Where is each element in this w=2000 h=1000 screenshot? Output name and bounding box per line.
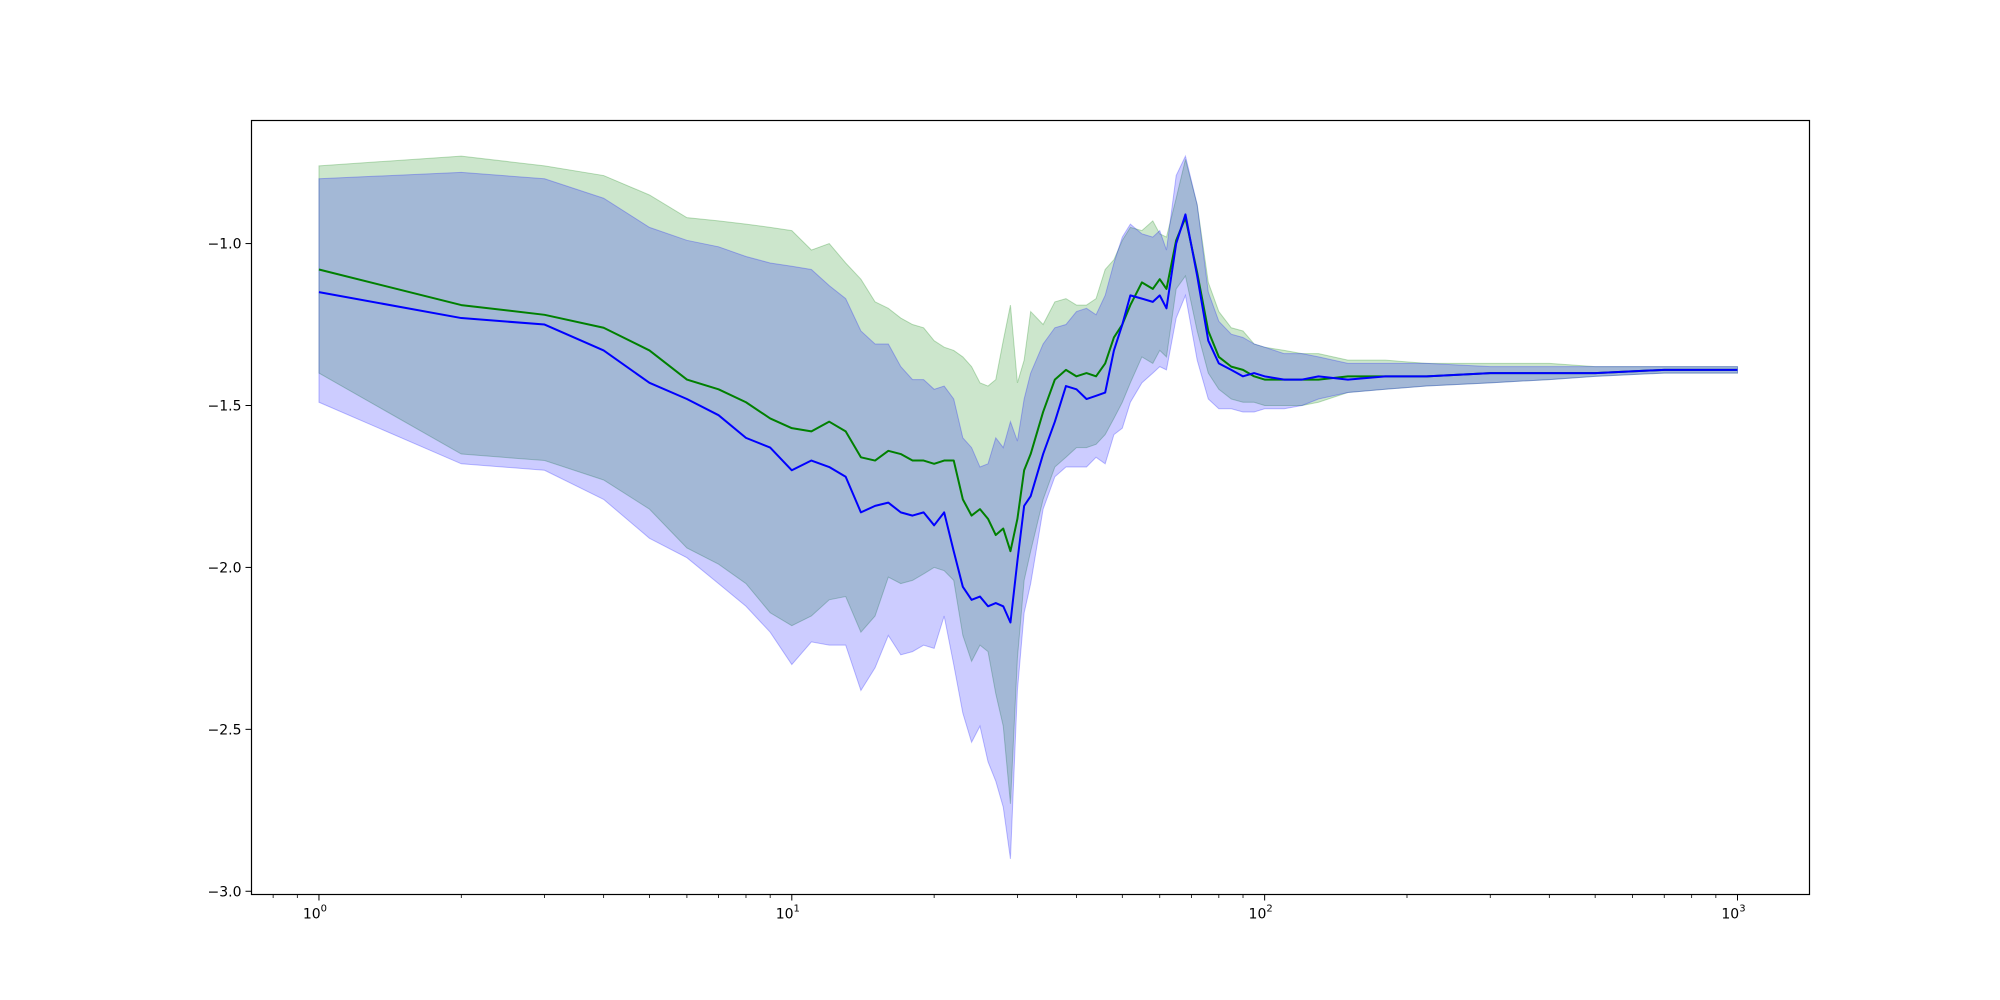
series-line-2 — [318, 213, 1738, 624]
confidence-band-1 — [318, 155, 1738, 804]
y-tick-label: −1.0 — [208, 237, 242, 253]
y-tick-label: −2.5 — [208, 722, 242, 738]
confidence-bands — [318, 154, 1738, 859]
y-tick-label: −1.5 — [208, 398, 242, 414]
y-tick-label: −3.0 — [208, 884, 242, 900]
x-tick-label: 101 — [776, 904, 800, 923]
plot-frame — [250, 119, 1811, 896]
confidence-band-2 — [318, 154, 1738, 859]
x-tick-label: 102 — [1249, 904, 1273, 923]
y-axis: −1.0 −1.5 −2.0 −2.5 −3.0 — [208, 237, 252, 900]
y-tick-label: −2.0 — [208, 560, 242, 576]
x-tick-label: 103 — [1721, 904, 1745, 923]
series-lines — [318, 213, 1738, 624]
x-axis: 100 101 102 103 — [272, 894, 1746, 923]
x-tick-label: 100 — [303, 904, 327, 923]
